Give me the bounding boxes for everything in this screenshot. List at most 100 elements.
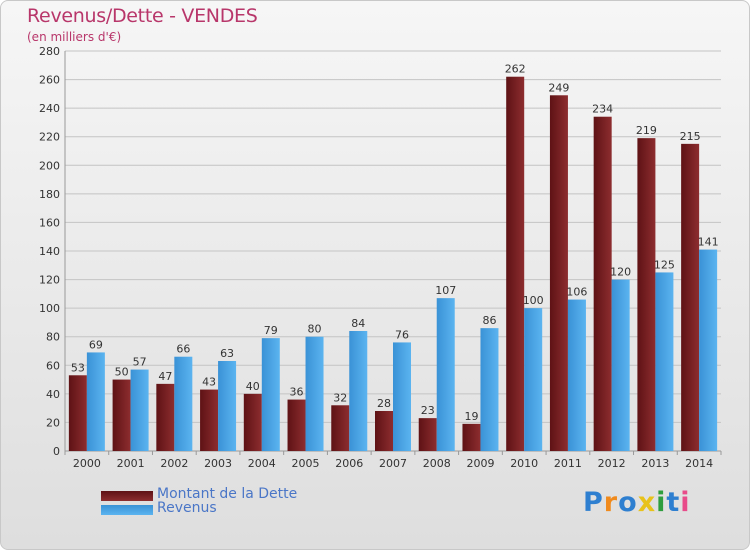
x-tick-label: 2013 [641, 457, 669, 470]
data-label-dette: 47 [158, 370, 172, 383]
y-tick-label: 260 [39, 74, 60, 87]
data-label-revenus: 69 [89, 338, 103, 351]
legend-swatch-revenus [101, 505, 153, 515]
legend-label-revenus: Revenus [157, 500, 217, 516]
data-label-revenus: 106 [566, 286, 587, 299]
y-tick-label: 140 [39, 245, 60, 258]
data-label-dette: 234 [592, 103, 613, 116]
data-label-dette: 19 [464, 410, 478, 423]
y-tick-label: 220 [39, 131, 60, 144]
x-tick-label: 2006 [335, 457, 363, 470]
bar-dette [549, 95, 568, 452]
data-label-dette: 249 [548, 81, 569, 94]
x-tick-label: 2002 [160, 457, 188, 470]
bar-revenus [480, 328, 499, 451]
data-label-revenus: 120 [610, 266, 631, 279]
x-tick-label: 2001 [117, 457, 145, 470]
x-tick-label: 2007 [379, 457, 407, 470]
data-label-dette: 215 [680, 130, 701, 143]
legend-swatch-dette [101, 491, 153, 501]
bar-revenus [261, 338, 280, 451]
bar-revenus [86, 352, 105, 451]
bar-revenus [699, 249, 718, 451]
x-tick-label: 2012 [598, 457, 626, 470]
data-label-revenus: 79 [264, 324, 278, 337]
data-label-dette: 43 [202, 376, 216, 389]
logo-letter: x [637, 487, 657, 518]
bar-dette [375, 411, 393, 451]
x-tick-label: 2003 [204, 457, 232, 470]
data-label-revenus: 80 [308, 323, 322, 336]
y-tick-label: 0 [53, 445, 60, 458]
y-tick-label: 280 [39, 45, 60, 58]
data-label-revenus: 63 [220, 347, 234, 360]
x-tick-label: 2008 [423, 457, 451, 470]
chart-title: Revenus/Dette - VENDES [27, 5, 258, 27]
bar-revenus [567, 299, 586, 451]
bar-dette [200, 389, 219, 451]
data-label-dette: 32 [333, 391, 347, 404]
logo-letter: t [666, 487, 681, 518]
x-tick-label: 2000 [73, 457, 101, 470]
logo-letter: i [680, 487, 691, 518]
proxiti-logo: Proxiti [583, 487, 691, 518]
bar-dette [68, 375, 87, 451]
bar-revenus [524, 308, 543, 451]
bar-dette [418, 418, 437, 451]
x-tick-label: 2009 [466, 457, 494, 470]
x-tick-label: 2014 [685, 457, 713, 470]
bar-dette [287, 399, 306, 451]
data-label-revenus: 141 [698, 236, 719, 249]
data-label-dette: 36 [290, 386, 304, 399]
data-label-revenus: 107 [435, 284, 456, 297]
data-label-dette: 50 [115, 366, 129, 379]
logo-letter: i [656, 487, 667, 518]
x-tick-label: 2010 [510, 457, 538, 470]
y-tick-label: 160 [39, 216, 60, 229]
bar-dette [156, 383, 175, 451]
bar-dette [593, 116, 612, 451]
data-label-dette: 53 [71, 361, 85, 374]
bar-revenus [611, 279, 630, 451]
y-tick-label: 180 [39, 188, 60, 201]
data-label-revenus: 100 [523, 294, 544, 307]
bar-revenus [305, 336, 324, 451]
bar-revenus [655, 272, 674, 451]
y-tick-label: 60 [46, 359, 60, 372]
bar-revenus [174, 356, 193, 451]
bar-dette [243, 393, 262, 451]
data-label-revenus: 76 [395, 328, 409, 341]
y-tick-label: 20 [46, 416, 60, 429]
y-tick-label: 40 [46, 388, 60, 401]
logo-letter: r [603, 487, 619, 518]
data-label-dette: 28 [377, 397, 391, 410]
bar-revenus [393, 342, 411, 451]
bar-revenus [436, 298, 455, 451]
x-tick-label: 2005 [292, 457, 320, 470]
bar-dette [681, 143, 700, 451]
data-label-dette: 219 [636, 124, 657, 137]
logo-letter: P [583, 487, 604, 518]
x-tick-label: 2004 [248, 457, 276, 470]
x-tick-label: 2011 [554, 457, 582, 470]
bar-dette [331, 405, 350, 451]
legend-label-dette: Montant de la Dette [157, 486, 298, 502]
data-label-revenus: 125 [654, 258, 675, 271]
bar-revenus [218, 361, 237, 451]
logo-letter: o [618, 487, 638, 518]
bar-dette [506, 76, 525, 451]
y-tick-label: 120 [39, 274, 60, 287]
y-tick-label: 240 [39, 102, 60, 115]
bar-revenus [349, 331, 368, 451]
chart-subtitle: (en milliers d'€) [27, 30, 122, 44]
bar-dette [637, 138, 656, 451]
data-label-revenus: 66 [176, 343, 190, 356]
data-label-dette: 40 [246, 380, 260, 393]
bar-revenus [130, 369, 149, 451]
data-label-revenus: 86 [482, 314, 496, 327]
y-tick-label: 100 [39, 302, 60, 315]
data-label-revenus: 84 [351, 317, 365, 330]
data-label-dette: 262 [505, 63, 526, 76]
